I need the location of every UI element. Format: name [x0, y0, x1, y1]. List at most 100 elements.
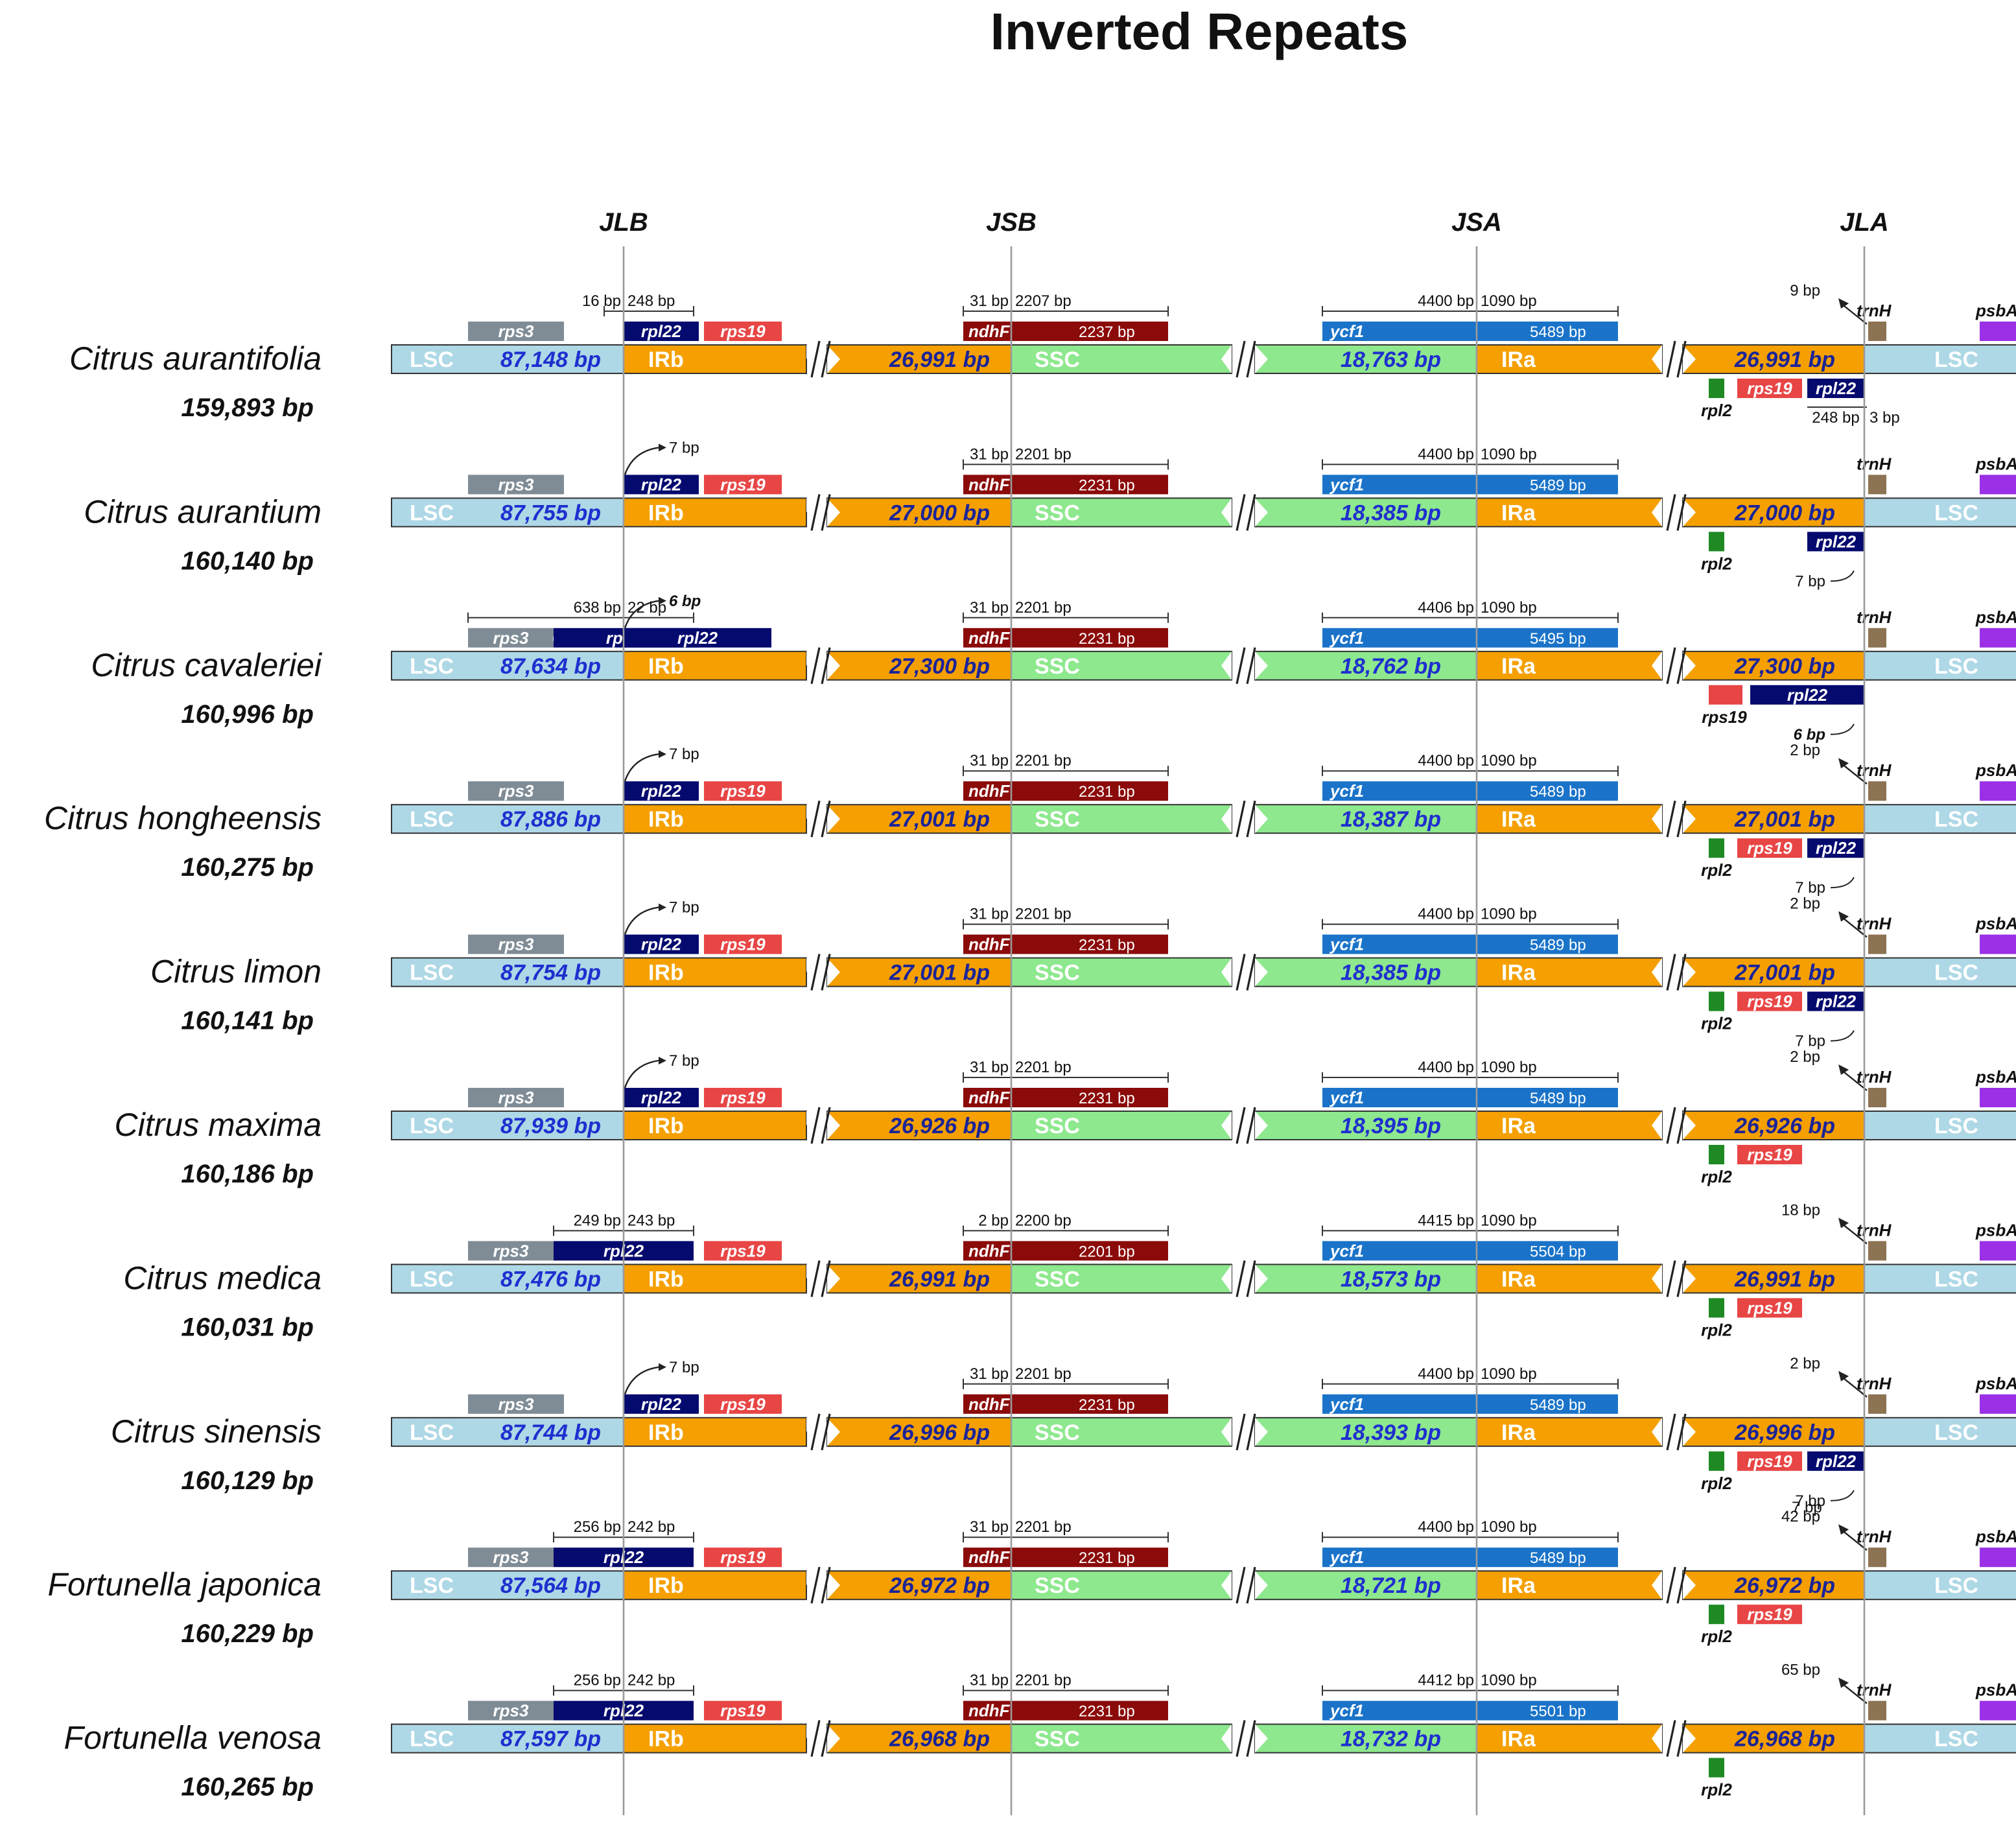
jla-arrow	[1840, 915, 1868, 938]
ira-segment-2	[1682, 1570, 1865, 1601]
region-label-ssc: SSC	[1035, 961, 1080, 985]
ssc-segment-2	[1254, 650, 1477, 681]
jla-top-distance: 18 bp	[1781, 1201, 1820, 1219]
ssc-length: 18,762 bp	[1341, 654, 1441, 679]
species-name: Citrus cavaleriei	[91, 647, 323, 683]
genome-size: 159,893 bp	[181, 394, 314, 422]
jlb-arrow-label: 7 bp	[669, 439, 699, 456]
rpl22-gene-label: rpl22	[641, 1088, 682, 1107]
region-label-irb: IRb	[648, 961, 684, 985]
rpl22-gene-bottom	[1807, 991, 1864, 1011]
genome-size: 160,229 bp	[181, 1619, 314, 1648]
jla-top-distance: 2 bp	[1790, 1355, 1820, 1372]
rpl22-gene-long	[624, 628, 771, 648]
rps3-gene	[468, 781, 564, 801]
region-label-ssc: SSC	[1035, 654, 1080, 679]
rps19-gene-bottom	[1737, 1145, 1802, 1164]
jla-bottom-distance: 248 bp	[1812, 409, 1859, 427]
ndhF-label: ndhF	[968, 1241, 1011, 1260]
trnH-label: trnH	[1857, 1067, 1892, 1087]
rps19-gene	[704, 475, 782, 495]
rps19-gene	[704, 781, 782, 801]
break-slash	[810, 1107, 821, 1144]
distance-left: 4400 bp	[1418, 292, 1474, 310]
genome-size: 160,265 bp	[181, 1773, 314, 1802]
ycf1-label: ycf1	[1329, 1241, 1364, 1260]
break-slash	[1666, 1260, 1676, 1297]
arrow-notch	[1221, 805, 1232, 834]
region-label-ira: IRa	[1501, 347, 1536, 372]
rps3-gene	[468, 1547, 554, 1568]
irb-segment	[623, 650, 807, 681]
arrow-head	[659, 596, 666, 605]
ndhF-gene	[963, 934, 1168, 954]
ira-segment	[1476, 957, 1663, 987]
distance-right: 2201 bp	[1015, 1518, 1072, 1536]
rpl22-gene-label: rpl22	[641, 322, 682, 341]
break-slash	[1676, 340, 1687, 378]
arrow-notch	[1255, 805, 1268, 834]
jlb-arrow-label: 6 bp	[669, 593, 701, 610]
ycf1-length: 5489 bp	[1530, 1090, 1586, 1107]
rpl22-gene	[624, 781, 699, 801]
ira-length: 26,991 bp	[1734, 1267, 1835, 1291]
region-label-ira: IRa	[1501, 961, 1536, 985]
rpl22-gene-bottom	[1750, 685, 1864, 705]
rpl22-gene-bottom	[1807, 838, 1864, 858]
species-row: Citrus hongheensis 160,275 bp LSC 87,886 bp…	[44, 742, 2016, 897]
ycf1-gene	[1322, 1088, 1618, 1107]
rps19-gene-label: rps19	[720, 1088, 766, 1107]
region-label-irb: IRb	[648, 1114, 684, 1138]
break-slash	[1666, 954, 1676, 991]
rps19-gene-bottom	[1737, 838, 1802, 858]
break-slash	[1676, 1107, 1687, 1144]
ndhF-length: 2231 bp	[1079, 476, 1135, 494]
arrow-notch	[1221, 498, 1232, 527]
ycf1-length: 5489 bp	[1530, 476, 1586, 494]
ycf1-gene	[1322, 1547, 1618, 1568]
arrow-head	[1838, 1217, 1849, 1229]
irb-segment-2	[826, 1264, 1012, 1294]
rps3-gene	[468, 628, 554, 648]
arrow-notch	[1652, 1264, 1662, 1293]
region-label-lsc: LSC	[410, 1267, 454, 1291]
rpl22-gene-label: rpl22	[641, 1394, 682, 1414]
distance-left: 4412 bp	[1418, 1672, 1474, 1689]
ndhF-label: ndhF	[968, 475, 1011, 494]
break-slash	[1676, 494, 1687, 531]
arrow-head	[1838, 758, 1849, 769]
trnH-gene	[1868, 322, 1886, 341]
break-slash	[1676, 800, 1687, 838]
region-label-lsc: LSC	[410, 654, 454, 679]
break-slash	[1236, 1566, 1246, 1604]
distance-right: 2207 bp	[1015, 292, 1072, 310]
rps19-gene-label: rps19	[720, 322, 766, 341]
ssc-segment	[1011, 1570, 1232, 1601]
break-slash	[1236, 1720, 1246, 1757]
region-label-irb: IRb	[648, 1267, 684, 1291]
lsc-length: 87,939 bp	[500, 1114, 601, 1138]
ssc-segment-2	[1254, 804, 1477, 834]
arrow-notch	[1683, 1724, 1696, 1753]
arrow-notch	[1255, 1571, 1268, 1600]
rps19-bottom-label: rps19	[1747, 1145, 1792, 1164]
break-slash	[1236, 1260, 1246, 1297]
distance-right: 243 bp	[627, 1212, 675, 1229]
lsc-segment	[391, 1264, 624, 1294]
rpl22-gene	[624, 322, 699, 341]
break-slash	[810, 340, 821, 378]
distance-right: 1090 bp	[1481, 292, 1537, 310]
ndhF-label: ndhF	[968, 935, 1011, 954]
irb-segment-2	[826, 650, 1012, 681]
jla-arrow	[1840, 1222, 1868, 1245]
ycf1-length: 5495 bp	[1530, 630, 1586, 648]
rps3-gene	[468, 1088, 564, 1107]
ndhF-length: 2231 bp	[1079, 783, 1135, 801]
region-label-lsc-right: LSC	[1934, 1114, 1978, 1138]
arrow-head	[659, 903, 666, 912]
species-name: Citrus aurantifolia	[69, 340, 322, 377]
distance-left: 16 bp	[582, 292, 621, 310]
psbA-label: psbA	[1975, 1374, 2016, 1393]
trnH-gene	[1868, 628, 1886, 648]
arrow-notch	[1652, 958, 1662, 987]
